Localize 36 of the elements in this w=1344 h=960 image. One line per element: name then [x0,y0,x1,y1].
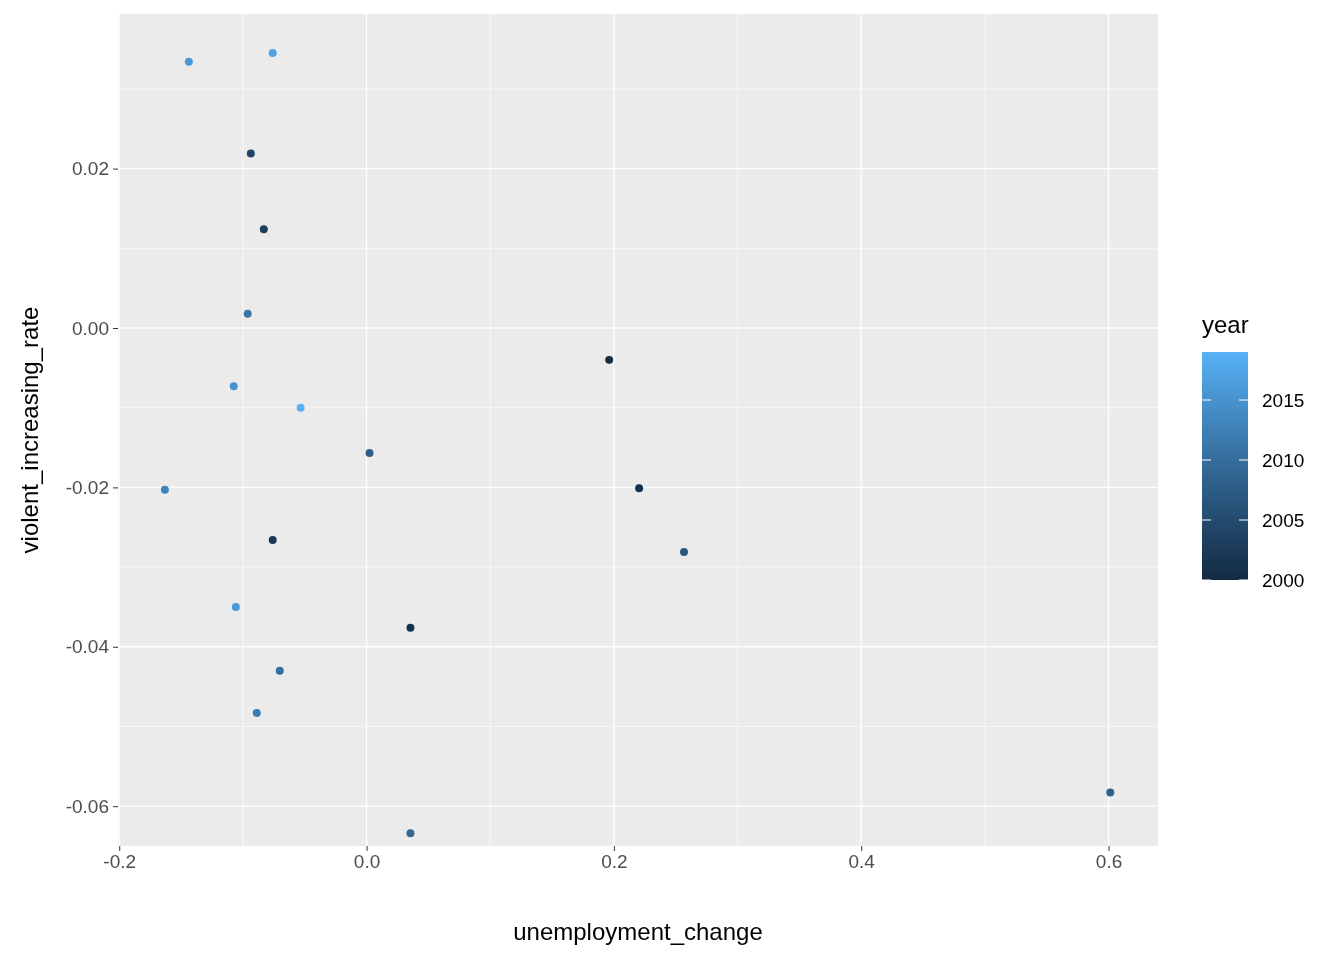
x-axis-title: unemployment_change [513,918,763,945]
point [275,666,284,675]
point [229,382,238,391]
y-tick-label: 0.02 [72,158,109,180]
point [406,829,415,838]
point [605,355,614,364]
color-bar-title: year [1202,311,1249,338]
color-bar-label: 2005 [1262,509,1305,531]
point [184,57,193,66]
y-axis-title: violent_increasing_rate [16,306,43,554]
x-tick-label: 0.4 [848,851,876,873]
y-tick-label: 0.00 [72,317,109,339]
point [268,49,277,58]
point [231,602,240,611]
x-tick-label: 0.6 [1095,851,1123,873]
color-bar-label: 2010 [1262,449,1305,471]
point [406,623,415,632]
y-tick-label: -0.04 [65,636,110,658]
color-bar-label: 2000 [1262,569,1305,591]
point [365,449,374,458]
point [243,309,252,318]
x-tick-label: 0.2 [601,851,628,873]
y-tick-label: -0.06 [65,795,109,817]
y-tick-label: -0.02 [65,476,109,498]
x-tick-label: 0.0 [353,851,381,873]
point [259,225,268,234]
point [160,485,169,494]
point [1106,788,1115,797]
color-bar-label: 2015 [1262,389,1305,411]
point [246,149,255,158]
point [268,536,277,544]
point [296,403,305,412]
point [680,547,688,556]
x-tick-label: -0.2 [103,851,137,873]
point [635,484,644,493]
point [252,708,261,717]
